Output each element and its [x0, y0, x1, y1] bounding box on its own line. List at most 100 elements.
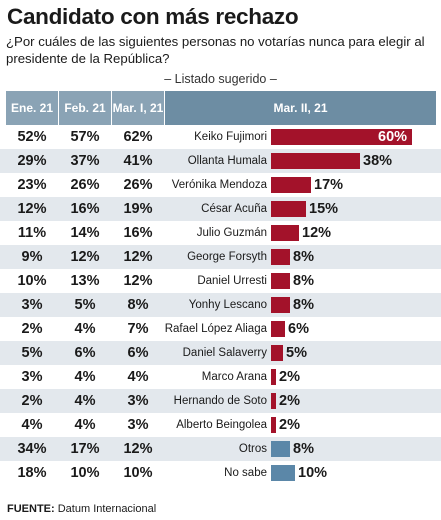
candidate-name: Daniel Salaverry	[182, 347, 267, 359]
row-shade	[0, 341, 441, 365]
value-ene: 3%	[21, 369, 43, 385]
bar-label: 15%	[309, 201, 339, 217]
bar-label: 12%	[302, 225, 332, 241]
value-feb: 37%	[70, 153, 100, 169]
value-feb: 57%	[70, 129, 100, 145]
bar-label: 60%	[378, 129, 408, 145]
candidate-name: Yonhy Lescano	[188, 299, 267, 311]
table-row: 34% 17% 12% Otros 8%	[0, 437, 441, 461]
value-mar1: 12%	[123, 441, 153, 457]
candidate-name: Keiko Fujimori	[194, 131, 267, 143]
bar-mar2	[271, 441, 290, 457]
bar-label: 8%	[293, 273, 314, 289]
value-mar1: 3%	[127, 393, 149, 409]
row-shade	[0, 197, 441, 221]
bar-mar2	[271, 153, 360, 169]
bar-mar2	[271, 465, 295, 481]
value-ene: 23%	[17, 177, 47, 193]
bar-mar2	[271, 129, 412, 145]
candidate-name: Hernando de Soto	[173, 395, 267, 407]
header-mar2: Mar. II, 21	[165, 91, 436, 125]
bar-mar2	[271, 345, 283, 361]
value-mar1: 8%	[127, 297, 149, 313]
table-row: 3% 4% 4% Marco Arana 2%	[0, 365, 441, 389]
value-feb: 14%	[70, 225, 100, 241]
value-feb: 17%	[70, 441, 100, 457]
table-row: 23% 26% 26% Verónika Mendoza 17%	[0, 173, 441, 197]
bar-label: 10%	[298, 465, 328, 481]
table-row: 29% 37% 41% Ollanta Humala 38%	[0, 149, 441, 173]
value-mar1: 12%	[123, 249, 153, 265]
candidate-name: Otros	[238, 443, 267, 455]
value-feb: 10%	[70, 465, 100, 481]
table-row: 9% 12% 12% George Forsyth 8%	[0, 245, 441, 269]
table-row: 11% 14% 16% Julio Guzmán 12%	[0, 221, 441, 245]
value-mar1: 7%	[127, 321, 149, 337]
bar-label: 8%	[293, 441, 314, 457]
header-feb: Feb. 21	[59, 91, 111, 125]
row-shade	[0, 245, 441, 269]
bar-label: 6%	[288, 321, 309, 337]
candidate-name: César Acuña	[201, 203, 267, 215]
bar-mar2	[271, 249, 290, 265]
source-label: FUENTE:	[7, 503, 55, 515]
value-ene: 11%	[17, 225, 47, 241]
bar-mar2	[271, 321, 285, 337]
bar-label: 8%	[293, 297, 314, 313]
table-row: 5% 6% 6% Daniel Salaverry 5%	[0, 341, 441, 365]
bar-label: 38%	[363, 153, 393, 169]
value-ene: 12%	[17, 201, 47, 217]
value-mar1: 4%	[127, 369, 149, 385]
value-ene: 4%	[21, 417, 43, 433]
header-ene: Ene. 21	[6, 91, 58, 125]
bar-label: 5%	[286, 345, 307, 361]
source-note: FUENTE: Datum Internacional	[7, 503, 156, 515]
bar-mar2	[271, 369, 276, 385]
row-shade	[0, 293, 441, 317]
value-ene: 29%	[17, 153, 47, 169]
bar-mar2	[271, 297, 290, 313]
bar-label: 8%	[293, 249, 314, 265]
bar-label: 17%	[314, 177, 344, 193]
value-ene: 2%	[21, 321, 43, 337]
value-mar1: 62%	[123, 129, 153, 145]
value-feb: 26%	[70, 177, 100, 193]
value-mar1: 6%	[127, 345, 149, 361]
value-feb: 4%	[74, 321, 96, 337]
table-row: 10% 13% 12% Daniel Urresti 8%	[0, 269, 441, 293]
header-mar1: Mar. I, 21	[112, 91, 164, 125]
row-shade	[0, 437, 441, 461]
candidate-name: No sabe	[224, 467, 267, 479]
bar-mar2	[271, 177, 311, 193]
value-feb: 4%	[74, 417, 96, 433]
table-row: 4% 4% 3% Alberto Beingolea 2%	[0, 413, 441, 437]
bar-mar2	[271, 393, 276, 409]
value-ene: 10%	[17, 273, 47, 289]
value-mar1: 10%	[123, 465, 153, 481]
table-header: Ene. 21 Feb. 21 Mar. I, 21 Mar. II, 21	[0, 91, 441, 125]
value-ene: 18%	[17, 465, 47, 481]
value-ene: 52%	[17, 129, 47, 145]
candidate-name: Verónika Mendoza	[171, 179, 267, 191]
table-row: 18% 10% 10% No sabe 10%	[0, 461, 441, 485]
value-ene: 9%	[21, 249, 43, 265]
value-mar1: 16%	[123, 225, 153, 241]
table-row: 52% 57% 62% Keiko Fujimori 60%	[0, 125, 441, 149]
value-feb: 5%	[74, 297, 96, 313]
value-feb: 4%	[74, 393, 96, 409]
value-ene: 34%	[17, 441, 47, 457]
value-feb: 4%	[74, 369, 96, 385]
value-feb: 16%	[70, 201, 100, 217]
table-row: 2% 4% 7% Rafael López Aliaga 6%	[0, 317, 441, 341]
row-shade	[0, 149, 441, 173]
value-mar1: 3%	[127, 417, 149, 433]
chart-title: Candidato con más rechazo	[7, 4, 299, 29]
value-ene: 3%	[21, 297, 43, 313]
bar-mar2	[271, 225, 299, 241]
value-mar1: 41%	[123, 153, 153, 169]
candidate-name: Daniel Urresti	[197, 275, 267, 287]
value-mar1: 12%	[123, 273, 153, 289]
chart-subtitle: – Listado sugerido –	[164, 72, 277, 86]
value-feb: 12%	[70, 249, 100, 265]
bar-label: 2%	[279, 369, 300, 385]
